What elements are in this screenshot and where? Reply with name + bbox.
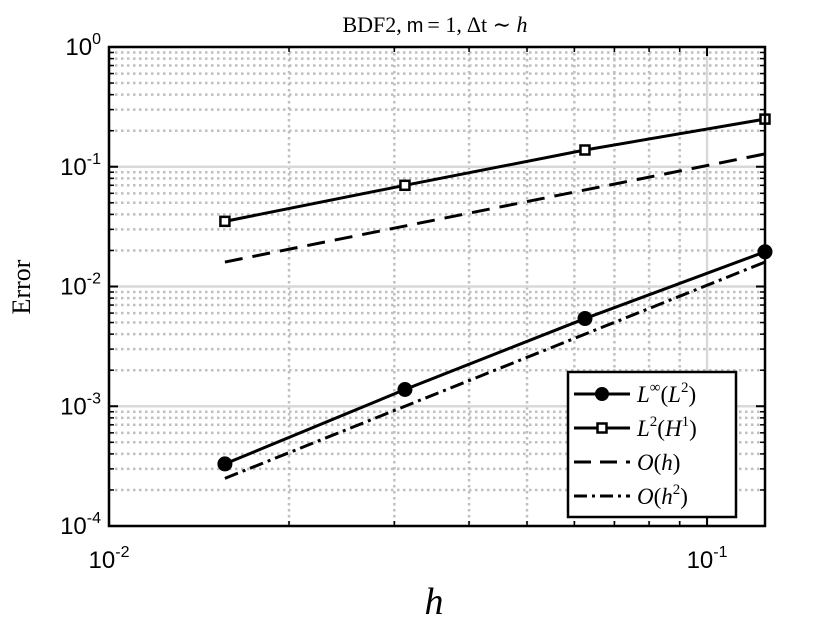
y-tick-label: 10-3 [60, 390, 101, 420]
data-point-marker [579, 144, 591, 156]
legend-label-4: O(h2) [637, 482, 688, 509]
data-point-marker [577, 311, 593, 327]
data-point-marker [219, 215, 231, 228]
series-layer [217, 113, 773, 480]
legend-label-3: O(h) [637, 450, 680, 475]
series-line-3 [224, 152, 766, 264]
legend-marker [596, 422, 608, 434]
series-line-1 [224, 250, 766, 466]
series-line-2 [224, 117, 766, 223]
legend-label-2: L2(H1) [636, 414, 697, 441]
tick-marks [108, 46, 765, 527]
x-tick-label: 10-2 [89, 544, 130, 574]
legend-label-1: L∞(L2) [636, 380, 696, 407]
tick-labels: 10-4 10-3 10-2 10-1 100 10-2 10-1 [60, 31, 728, 574]
series-line-4 [224, 260, 766, 480]
data-point-marker [217, 456, 233, 472]
x-axis-label: h [425, 581, 444, 623]
legend-marker [595, 387, 609, 401]
y-tick-label: 10-1 [60, 151, 101, 181]
y-axis-label: Error [7, 259, 36, 314]
y-tick-label: 100 [65, 31, 101, 61]
x-tick-label: 10-1 [687, 544, 728, 574]
data-point-marker [397, 381, 413, 397]
legend: L∞(L2) L2(H1) O(h) O(h2) [566, 370, 738, 519]
y-tick-label: 10-4 [60, 510, 101, 540]
chart-title: BDF2, m = 1, Δt ∼ h [342, 12, 527, 37]
data-point-marker [399, 179, 411, 192]
y-tick-label: 10-2 [60, 271, 101, 301]
